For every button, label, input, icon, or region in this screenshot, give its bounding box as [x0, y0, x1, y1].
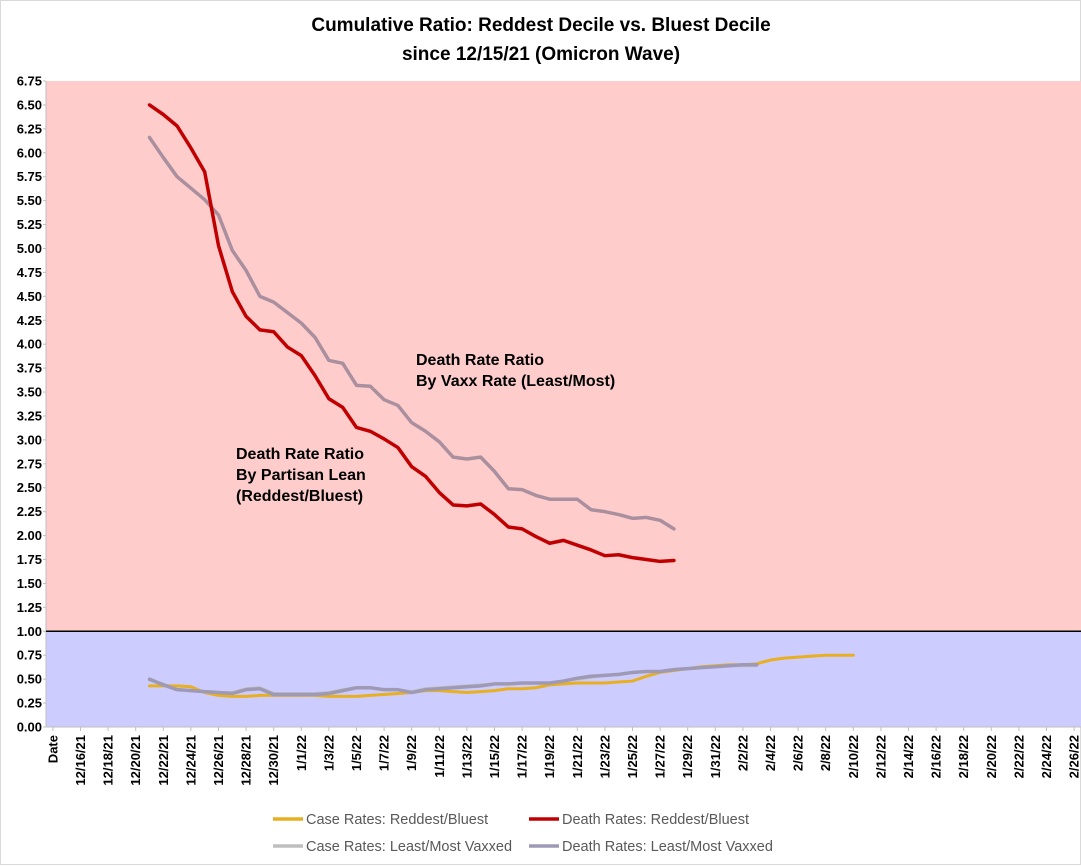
y-tick-label: 3.00	[17, 432, 42, 447]
x-tick-label: 2/6/22	[791, 735, 806, 771]
x-tick-label: 12/22/21	[156, 735, 171, 786]
x-tick-label: 1/3/22	[321, 735, 336, 771]
x-tick-label: 2/12/22	[873, 735, 888, 778]
x-tick-label: 1/1/22	[294, 735, 309, 771]
annotation-text: Death Rate Ratio	[236, 446, 364, 463]
y-tick-label: 2.75	[17, 456, 42, 471]
y-tick-label: 4.75	[17, 265, 42, 280]
x-tick-label: Date	[45, 735, 60, 763]
legend-label: Case Rates: Reddest/Bluest	[306, 812, 488, 828]
x-tick-label: 12/26/21	[211, 735, 226, 786]
x-tick-label: 1/29/22	[680, 735, 695, 778]
x-tick-label: 1/27/22	[653, 735, 668, 778]
y-tick-label: 1.75	[17, 552, 42, 567]
x-tick-label: 2/14/22	[901, 735, 916, 778]
x-tick-label: 12/16/21	[73, 735, 88, 786]
x-tick-label: 1/5/22	[349, 735, 364, 771]
y-tick-label: 5.75	[17, 169, 42, 184]
y-tick-label: 1.00	[17, 624, 42, 639]
x-tick-label: 12/30/21	[266, 735, 281, 786]
x-tick-label: 2/22/22	[1011, 735, 1026, 778]
x-tick-label: 12/20/21	[128, 735, 143, 786]
y-tick-label: 3.75	[17, 361, 42, 376]
annotation-text: (Reddest/Bluest)	[236, 488, 363, 505]
x-tick-label: 1/21/22	[570, 735, 585, 778]
chart-title-line-1: Cumulative Ratio: Reddest Decile vs. Blu…	[311, 15, 770, 36]
y-tick-label: 6.50	[17, 97, 42, 112]
x-tick-label: 1/9/22	[404, 735, 419, 771]
y-tick-label: 2.50	[17, 480, 42, 495]
x-tick-label: 2/8/22	[818, 735, 833, 771]
y-tick-label: 6.25	[17, 121, 42, 136]
x-tick-label: 12/28/21	[239, 735, 254, 786]
plot-area: 0.00 0.25 0.50 0.75 1.00 1.25 1.50 1.75 2.00 2.25…	[17, 74, 1081, 786]
x-tick-label: 12/24/21	[183, 735, 198, 786]
x-tick-label: 1/23/22	[597, 735, 612, 778]
region-below-one	[46, 631, 1081, 727]
x-tick-label: 2/2/22	[735, 735, 750, 771]
y-tick-label: 4.50	[17, 289, 42, 304]
x-tick-label: 2/4/22	[763, 735, 778, 771]
y-tick-label: 3.50	[17, 385, 42, 400]
y-tick-label: 0.25	[17, 696, 42, 711]
legend: Case Rates: Reddest/Bluest Death Rates: R…	[273, 812, 773, 855]
y-tick-label: 3.25	[17, 408, 42, 423]
x-tick-label: 1/19/22	[542, 735, 557, 778]
x-tick-label: 1/13/22	[459, 735, 474, 778]
y-tick-label: 5.50	[17, 193, 42, 208]
x-tick-label: 2/26/22	[1067, 735, 1081, 778]
y-tick-label: 4.25	[17, 313, 42, 328]
x-tick-label: 2/10/22	[846, 735, 861, 778]
x-tick-label: 12/18/21	[101, 735, 116, 786]
x-tick-label: 2/20/22	[984, 735, 999, 778]
x-tick-label: 2/16/22	[929, 735, 944, 778]
x-tick-label: 1/25/22	[625, 735, 640, 778]
x-tick-label: 2/24/22	[1039, 735, 1054, 778]
x-tick-label: 1/11/22	[432, 735, 447, 778]
annotation-text: By Vaxx Rate (Least/Most)	[416, 373, 615, 390]
series-line-4	[147, 663, 759, 697]
series-line-1	[147, 103, 676, 564]
x-tick-label: 1/15/22	[487, 735, 502, 778]
y-tick-label: 0.50	[17, 672, 42, 687]
x-tick-label: 1/17/22	[515, 735, 530, 778]
y-tick-label: 6.75	[17, 74, 42, 89]
y-tick-label: 2.25	[17, 504, 42, 519]
y-tick-label: 2.00	[17, 528, 42, 543]
y-tick-label: 5.00	[17, 241, 42, 256]
x-tick-label: 1/31/22	[708, 735, 723, 778]
y-tick-label: 5.25	[17, 217, 42, 232]
annotations: Death Rate Ratio By Vaxx Rate (Least/Most…	[236, 352, 615, 505]
annotation-text: Death Rate Ratio	[416, 352, 544, 369]
y-tick-label: 0.75	[17, 648, 42, 663]
legend-label: Death Rates: Reddest/Bluest	[562, 812, 749, 828]
chart-title-line-2: since 12/15/21 (Omicron Wave)	[402, 44, 680, 65]
x-tick-label: 2/18/22	[956, 735, 971, 778]
legend-label: Death Rates: Least/Most Vaxxed	[562, 839, 773, 855]
y-tick-label: 6.00	[17, 145, 42, 160]
series-line-3	[147, 135, 676, 531]
y-tick-label: 1.25	[17, 600, 42, 615]
legend-label: Case Rates: Least/Most Vaxxed	[306, 839, 512, 855]
y-tick-label: 1.50	[17, 576, 42, 591]
annotation-text: By Partisan Lean	[236, 467, 366, 484]
y-tick-label: 0.00	[17, 720, 42, 735]
x-tick-label: 1/7/22	[377, 735, 392, 771]
y-tick-label: 4.00	[17, 337, 42, 352]
